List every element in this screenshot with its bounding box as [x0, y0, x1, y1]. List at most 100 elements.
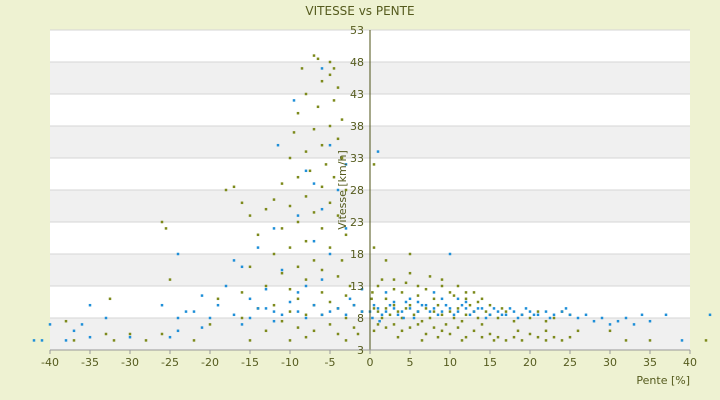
x-tick-label: 40	[683, 356, 697, 369]
data-point	[316, 57, 320, 61]
data-point	[424, 307, 428, 310]
data-point	[240, 323, 244, 326]
data-point	[320, 278, 324, 281]
data-point	[344, 313, 348, 317]
data-point	[392, 287, 396, 291]
data-point	[512, 310, 516, 313]
data-point	[160, 220, 164, 224]
data-point	[336, 188, 340, 192]
data-point	[296, 297, 300, 301]
data-point	[288, 287, 292, 291]
y-tick-label: 8	[357, 312, 364, 325]
data-point	[568, 313, 572, 317]
data-point	[272, 303, 276, 307]
data-point	[420, 303, 424, 307]
data-point	[328, 73, 332, 77]
data-point	[424, 287, 428, 291]
data-point	[544, 310, 548, 313]
y-tick-label: 53	[350, 24, 364, 37]
y-tick-label: 43	[350, 88, 364, 101]
data-point	[312, 329, 316, 333]
data-point	[452, 294, 456, 297]
data-point	[376, 323, 380, 326]
data-point	[316, 105, 320, 109]
data-point	[280, 271, 284, 275]
data-point	[496, 310, 500, 313]
data-point	[371, 316, 374, 320]
data-point	[328, 323, 332, 326]
data-point	[304, 316, 308, 320]
data-point	[240, 316, 244, 320]
x-tick-label: -5	[325, 356, 336, 369]
series-1	[64, 54, 708, 342]
data-point	[400, 316, 404, 320]
data-point	[292, 99, 296, 102]
data-point	[312, 54, 316, 57]
data-point	[608, 329, 612, 333]
data-point	[320, 207, 324, 211]
chart-title: VITESSE vs PENTE	[305, 4, 414, 18]
x-tick-label: 0	[367, 356, 374, 369]
data-point	[128, 335, 132, 339]
data-point	[412, 316, 416, 320]
data-point	[500, 307, 504, 310]
data-point	[288, 204, 292, 208]
data-point	[332, 99, 336, 102]
data-point	[464, 300, 468, 304]
data-point	[344, 294, 348, 297]
data-point	[340, 156, 344, 160]
data-point	[300, 67, 304, 70]
data-point	[240, 291, 244, 294]
data-point	[424, 332, 428, 336]
data-point	[304, 92, 308, 96]
data-point	[664, 313, 668, 317]
x-tick-label: 10	[443, 356, 457, 369]
data-point	[320, 79, 324, 83]
data-point	[296, 111, 300, 115]
data-point	[396, 335, 400, 339]
data-point	[440, 313, 444, 317]
data-point	[388, 313, 392, 317]
data-point	[328, 124, 332, 128]
data-point	[520, 339, 524, 342]
data-point	[64, 339, 68, 342]
data-point	[432, 310, 436, 313]
data-point	[344, 316, 348, 320]
x-tick-label: -40	[41, 356, 59, 369]
data-point	[544, 329, 548, 333]
data-point	[448, 310, 452, 313]
data-point	[460, 319, 464, 323]
data-point	[312, 303, 316, 307]
data-point	[328, 252, 332, 256]
data-point	[532, 313, 536, 317]
data-point	[224, 188, 228, 192]
data-point	[496, 335, 500, 339]
data-point	[248, 339, 252, 342]
data-point	[360, 310, 364, 313]
data-point	[576, 316, 580, 320]
data-point	[444, 323, 448, 326]
data-point	[128, 332, 132, 336]
data-point	[440, 284, 444, 288]
data-point	[508, 307, 512, 310]
data-point	[460, 303, 464, 307]
data-point	[248, 316, 252, 320]
data-point	[332, 175, 336, 179]
data-point	[408, 297, 412, 301]
data-point	[404, 300, 408, 304]
x-tick-label: -25	[161, 356, 179, 369]
data-point	[384, 310, 388, 313]
data-point	[312, 259, 316, 262]
data-point	[288, 339, 292, 342]
data-point	[492, 307, 496, 310]
data-point	[464, 307, 468, 310]
data-point	[552, 335, 556, 339]
data-point	[516, 316, 520, 320]
data-point	[440, 297, 444, 301]
data-point	[256, 307, 260, 310]
data-point	[460, 339, 464, 342]
data-point	[240, 265, 244, 269]
data-point	[304, 284, 308, 288]
x-tick-label: 30	[603, 356, 617, 369]
data-point	[372, 307, 376, 310]
